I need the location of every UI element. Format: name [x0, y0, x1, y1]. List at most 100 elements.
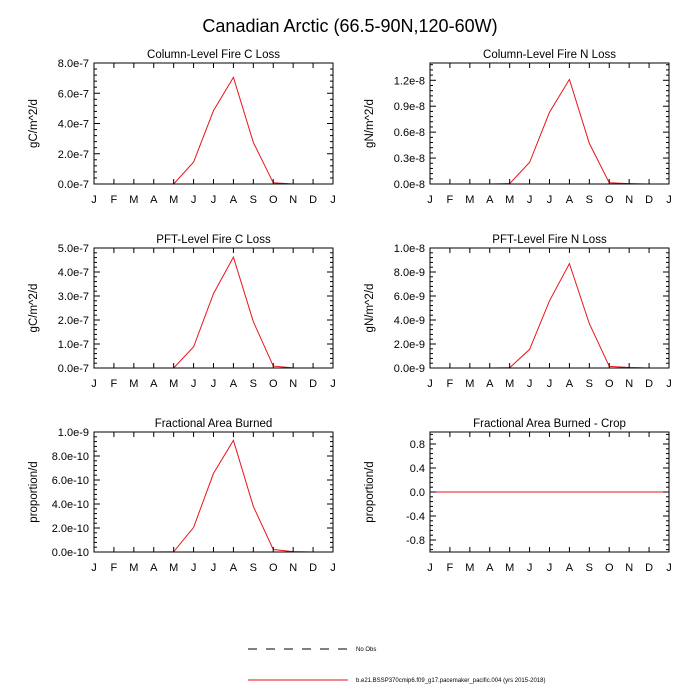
- x-tick-label: J: [330, 194, 336, 206]
- x-tick-label: S: [250, 562, 257, 574]
- x-tick-label: N: [289, 378, 297, 390]
- x-tick-label: A: [150, 562, 158, 574]
- x-tick-label: J: [666, 378, 672, 390]
- x-tick-label: A: [486, 194, 494, 206]
- y-tick-label: 1.0e-9: [58, 427, 89, 439]
- x-tick-label: A: [230, 562, 238, 574]
- y-tick-label: 0.9e-8: [394, 101, 425, 113]
- y-axis-label: gC/m^2/d: [28, 99, 40, 148]
- x-tick-label: J: [211, 194, 217, 206]
- x-tick-label: A: [566, 562, 574, 574]
- x-tick-label: J: [427, 562, 433, 574]
- y-tick-label: 6.0e-10: [52, 475, 89, 487]
- y-axis-label: gN/m^2/d: [364, 99, 376, 148]
- x-tick-label: O: [269, 194, 278, 206]
- x-tick-label: F: [447, 194, 454, 206]
- x-tick-label: D: [309, 562, 317, 574]
- x-tick-label: A: [230, 378, 238, 390]
- x-tick-label: F: [111, 194, 118, 206]
- x-tick-label: J: [91, 562, 97, 574]
- y-axis-label: proportion/d: [364, 461, 376, 522]
- y-tick-label: 6.0e-9: [394, 291, 425, 303]
- x-tick-label: M: [169, 562, 178, 574]
- plot-frame: [93, 247, 334, 369]
- x-tick-label: N: [625, 562, 633, 574]
- y-tick-label: 4.0e-7: [58, 119, 89, 131]
- y-axis-label: gC/m^2/d: [28, 284, 40, 333]
- chart-panel-6: Fractional Area Burned - Crop proportion/…: [364, 418, 672, 574]
- x-tick-label: J: [91, 378, 97, 390]
- x-tick-label: D: [309, 194, 317, 206]
- y-tick-label: 0.8: [410, 439, 425, 451]
- x-tick-label: D: [645, 562, 653, 574]
- x-tick-label: J: [547, 194, 553, 206]
- x-tick-label: A: [486, 378, 494, 390]
- x-tick-label: A: [230, 194, 238, 206]
- plot-frame: [429, 247, 670, 369]
- y-tick-label: 0.0e-10: [52, 547, 89, 559]
- panel-title: Fractional Area Burned - Crop: [473, 418, 626, 430]
- x-tick-label: F: [111, 562, 118, 574]
- y-tick-label: 0.0: [410, 487, 425, 499]
- figure-title: Canadian Arctic (66.5-90N,120-60W): [202, 16, 497, 36]
- x-tick-label: M: [465, 378, 474, 390]
- x-tick-label: N: [289, 194, 297, 206]
- x-tick-label: M: [129, 378, 138, 390]
- x-tick-label: O: [605, 378, 614, 390]
- x-tick-label: N: [289, 562, 297, 574]
- y-tick-label: 5.0e-7: [58, 243, 89, 255]
- plot-frame: [429, 62, 670, 185]
- y-tick-label: -0.8: [406, 535, 425, 547]
- x-tick-label: J: [330, 378, 336, 390]
- x-tick-label: J: [527, 378, 533, 390]
- y-tick-label: 0.6e-8: [394, 127, 425, 139]
- x-tick-label: M: [129, 562, 138, 574]
- x-tick-label: J: [211, 562, 217, 574]
- y-tick-label: -0.4: [406, 511, 425, 523]
- y-tick-label: 8.0e-10: [52, 451, 89, 463]
- x-tick-label: J: [91, 194, 97, 206]
- x-tick-label: S: [586, 194, 593, 206]
- y-tick-label: 0.0e-7: [58, 363, 89, 375]
- x-tick-label: N: [625, 378, 633, 390]
- panel-title: PFT-Level Fire C Loss: [156, 234, 271, 246]
- x-tick-label: A: [566, 194, 574, 206]
- x-tick-label: O: [605, 562, 614, 574]
- x-tick-label: F: [447, 562, 454, 574]
- plot-frame: [93, 431, 334, 553]
- y-tick-label: 8.0e-7: [58, 58, 89, 70]
- y-tick-label: 0.4: [410, 463, 425, 475]
- x-tick-label: J: [330, 562, 336, 574]
- x-tick-label: N: [625, 194, 633, 206]
- y-tick-label: 1.2e-8: [394, 75, 425, 87]
- x-tick-label: M: [505, 378, 514, 390]
- x-tick-label: J: [547, 378, 553, 390]
- y-tick-label: 2.0e-7: [58, 149, 89, 161]
- x-tick-label: S: [586, 378, 593, 390]
- x-tick-label: A: [566, 378, 574, 390]
- y-tick-label: 0.0e-7: [58, 179, 89, 191]
- x-tick-label: M: [465, 562, 474, 574]
- x-tick-label: J: [191, 562, 197, 574]
- x-tick-label: J: [211, 378, 217, 390]
- x-tick-label: M: [129, 194, 138, 206]
- x-tick-label: M: [505, 562, 514, 574]
- x-tick-label: O: [605, 194, 614, 206]
- series-line: [430, 262, 669, 369]
- y-tick-label: 2.0e-10: [52, 523, 89, 535]
- legend: No Obs b.e21.BSSP370cmip6.f09_g17.pacema…: [248, 647, 545, 684]
- x-tick-label: A: [150, 378, 158, 390]
- x-tick-label: D: [309, 378, 317, 390]
- panel-title: Fractional Area Burned: [155, 418, 273, 430]
- x-tick-label: J: [191, 194, 197, 206]
- y-tick-label: 3.0e-7: [58, 291, 89, 303]
- x-tick-label: M: [505, 194, 514, 206]
- x-tick-label: S: [250, 194, 257, 206]
- x-tick-label: M: [465, 194, 474, 206]
